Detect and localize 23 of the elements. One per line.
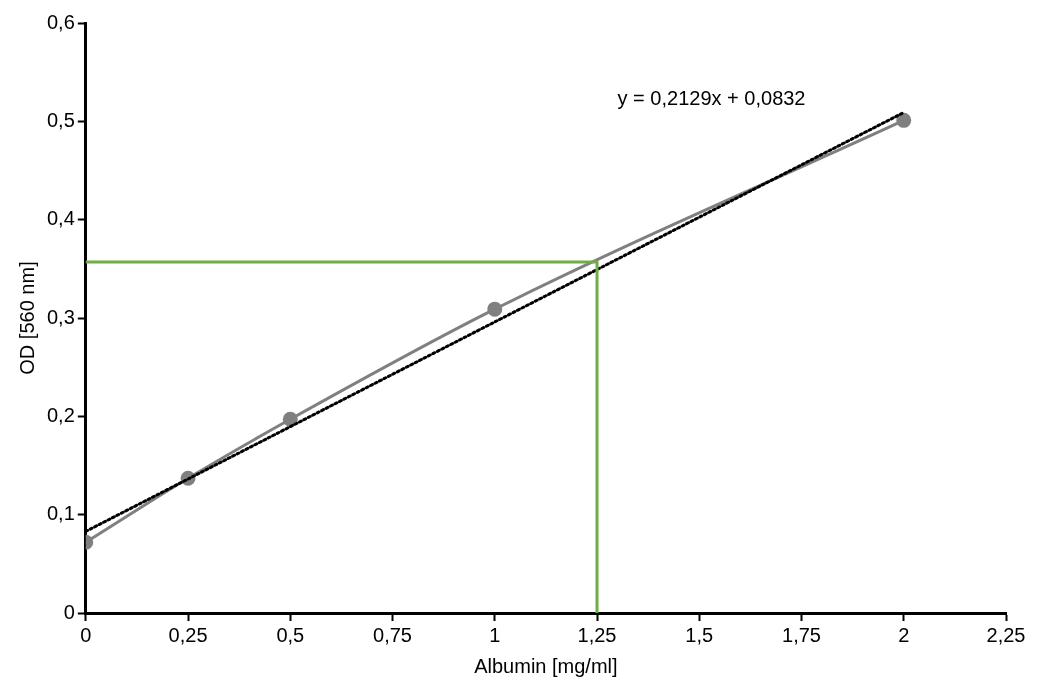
x-tick-label: 1 [489,623,501,646]
x-tick-label: 2 [898,623,910,646]
y-tick-label: 0,4 [46,207,75,230]
point [487,301,503,317]
x-tick-label: 0,75 [373,623,412,646]
x-tick-label: 0 [80,623,92,646]
y-tick-label: 0,6 [46,10,75,33]
x-tick-label: 0,25 [168,623,208,646]
x-axis-title: Albumin [mg/ml] [474,654,618,677]
y-tick-label: 0,2 [46,403,75,426]
y-tick-label: 0,1 [46,502,75,525]
y-axis-title: OD [560 nm] [15,261,38,375]
x-tick-label: 1,5 [685,623,714,646]
x-tick-label: 1,25 [577,623,617,646]
point [282,411,298,427]
x-tick-label: 0,5 [276,623,305,646]
x-tick-label: 1,75 [782,623,821,646]
x-tick-label: 2,25 [986,623,1026,646]
annotation: y = 0,2129x + 0,0832 [617,87,806,110]
y-tick-label: 0,3 [46,305,75,328]
y-tick-label: 0 [63,600,75,623]
y-tick-label: 0,5 [46,108,75,131]
point [896,112,912,128]
